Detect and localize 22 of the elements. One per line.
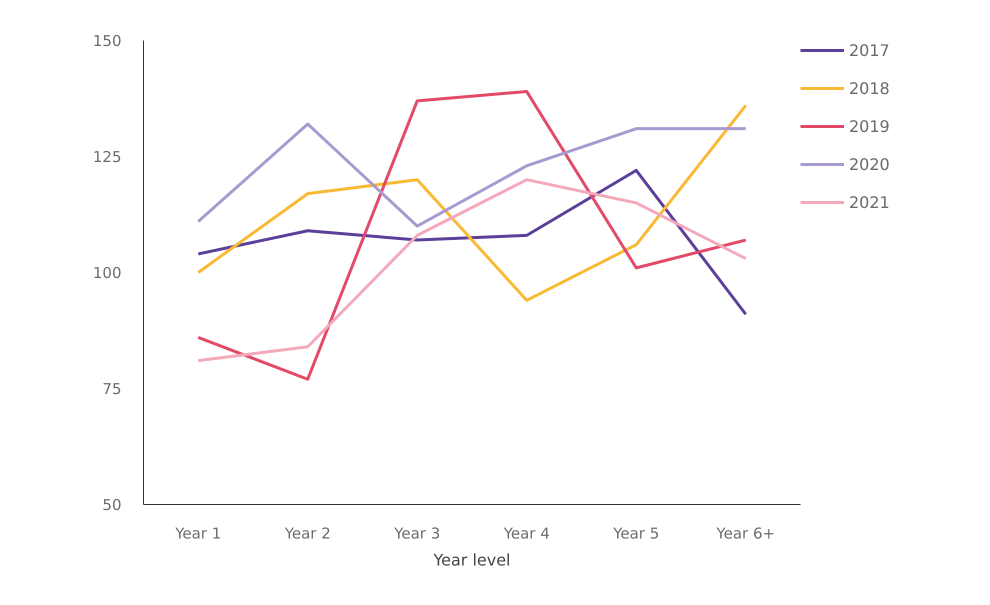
line-series	[196, 168, 748, 316]
line-series	[196, 104, 748, 302]
y-tick-label: 125	[92, 148, 122, 166]
y-tick-label: 100	[92, 264, 122, 282]
line-series	[196, 90, 748, 381]
y-tick-label: 150	[92, 32, 122, 50]
x-tick-label: Year 4	[502, 524, 550, 542]
line-series	[196, 178, 748, 362]
legend-label: 2020	[849, 154, 890, 174]
legend-label: 2017	[849, 40, 890, 60]
y-tick-label: 50	[102, 496, 122, 514]
y-tick-label: 75	[102, 380, 122, 398]
x-tick-label: Year 3	[393, 524, 440, 542]
line-series	[196, 122, 748, 228]
x-axis-title: Year level	[432, 550, 511, 570]
x-tick-label: Year 2	[284, 524, 331, 542]
x-tick-label: Year 5	[612, 524, 660, 542]
x-tick-label: Year 1	[174, 524, 222, 542]
x-tick-label: Year 6+	[715, 524, 776, 542]
legend-label: 2021	[849, 192, 890, 212]
legend-label: 2019	[849, 116, 890, 136]
legend-label: 2018	[849, 78, 890, 98]
